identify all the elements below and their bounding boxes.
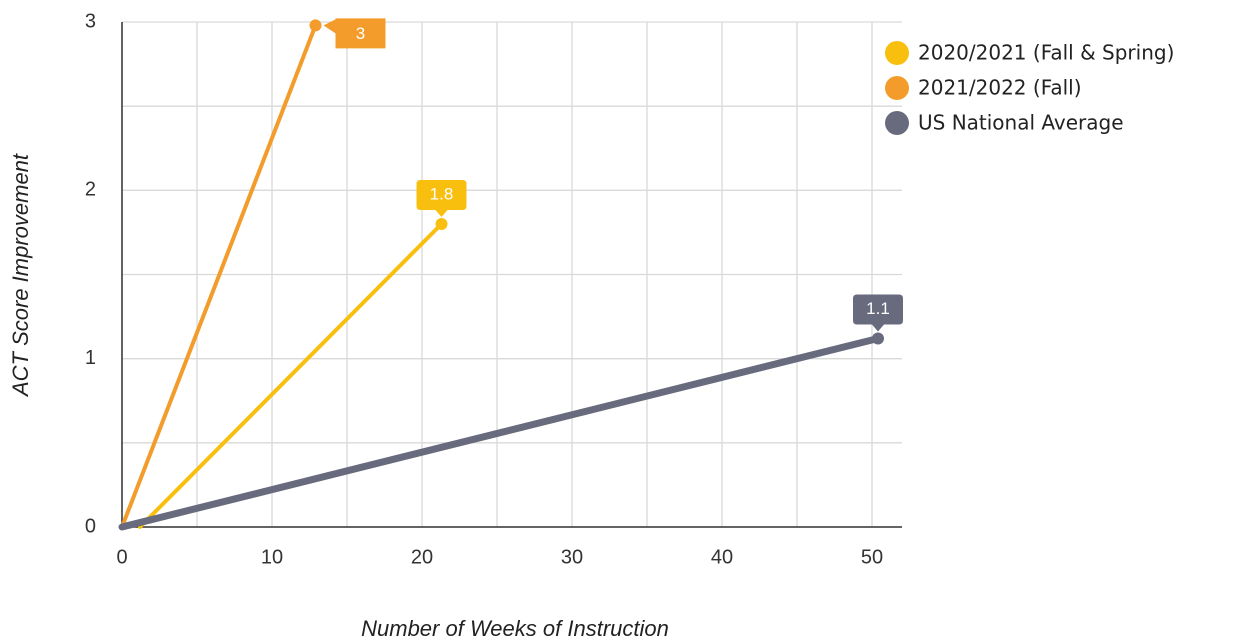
data-label: 3 xyxy=(323,18,386,49)
data-label-text: 1.8 xyxy=(430,184,454,203)
legend-label: 2020/2021 (Fall & Spring) xyxy=(918,41,1174,65)
data-point xyxy=(435,218,448,230)
data-label-text: 3 xyxy=(356,24,365,43)
series-line xyxy=(120,23,318,529)
data-label: 1.8 xyxy=(416,180,467,217)
legend-label: 2021/2022 (Fall) xyxy=(918,76,1082,100)
y-axis-title: ACT Score Improvement xyxy=(8,153,33,398)
x-tick-label: 30 xyxy=(561,546,583,568)
x-tick-label: 0 xyxy=(116,546,127,568)
y-tick-label: 2 xyxy=(85,179,96,201)
data-point xyxy=(309,19,322,32)
legend-marker xyxy=(885,76,909,100)
legend-marker xyxy=(885,111,909,135)
data-point xyxy=(872,332,884,345)
x-tick-label: 50 xyxy=(861,546,883,568)
legend-marker xyxy=(885,41,909,65)
y-tick-label: 1 xyxy=(85,347,96,369)
y-tick-label: 3 xyxy=(85,10,96,32)
series-line xyxy=(118,334,882,531)
y-tick-label: 0 xyxy=(85,515,96,537)
x-axis-title: Number of Weeks of Instruction xyxy=(361,616,669,641)
legend-label: US National Average xyxy=(918,111,1124,135)
data-label-text: 1.1 xyxy=(866,299,890,318)
label-box xyxy=(416,180,467,217)
x-tick-label: 20 xyxy=(411,546,433,568)
label-box xyxy=(853,294,903,332)
series-line xyxy=(138,222,444,529)
label-box xyxy=(323,18,386,49)
x-tick-label: 10 xyxy=(261,546,283,568)
x-tick-label: 40 xyxy=(711,546,733,568)
data-label: 1.1 xyxy=(853,294,903,332)
